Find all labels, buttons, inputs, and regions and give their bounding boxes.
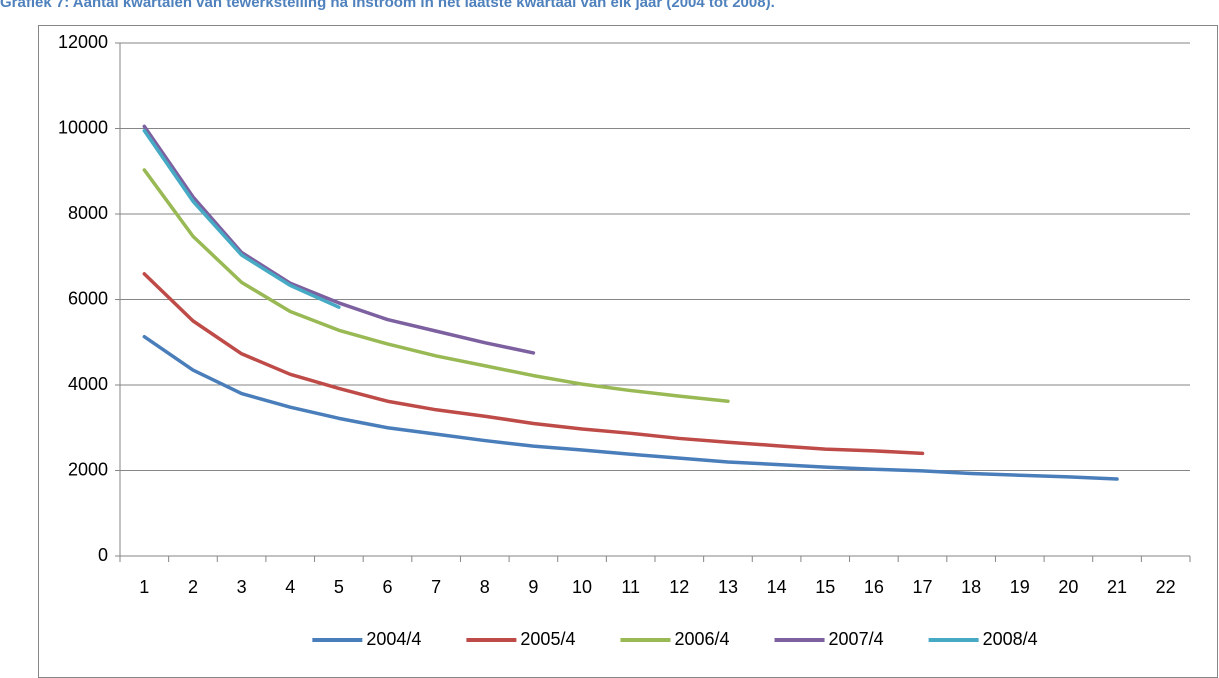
legend-label: 2007/4 <box>829 629 884 649</box>
series-line <box>142 272 925 456</box>
x-tick-label: 8 <box>480 577 490 597</box>
x-tick-label: 9 <box>528 577 538 597</box>
x-tick-label: 17 <box>912 577 932 597</box>
series-line <box>142 128 341 309</box>
y-tick-label: 4000 <box>68 374 108 394</box>
y-tick-label: 0 <box>98 545 108 565</box>
legend-label: 2004/4 <box>366 629 421 649</box>
legend-label: 2008/4 <box>983 629 1038 649</box>
y-tick-label: 2000 <box>68 459 108 479</box>
series-line <box>142 168 730 403</box>
x-tick-label: 4 <box>285 577 295 597</box>
x-tick-label: 3 <box>237 577 247 597</box>
x-tick-label: 5 <box>334 577 344 597</box>
x-tick-label: 22 <box>1156 577 1176 597</box>
series-line <box>142 334 1119 481</box>
x-tick-label: 10 <box>572 577 592 597</box>
x-tick-label: 12 <box>669 577 689 597</box>
x-tick-label: 19 <box>1010 577 1030 597</box>
y-tick-label: 6000 <box>68 288 108 308</box>
chart-title: Grafiek 7: Aantal kwartalen van tewerkst… <box>0 0 775 11</box>
y-tick-label: 10000 <box>58 117 108 137</box>
x-tick-label: 6 <box>382 577 392 597</box>
legend-label: 2006/4 <box>674 629 729 649</box>
x-tick-label: 18 <box>961 577 981 597</box>
series-line <box>142 124 536 355</box>
x-tick-label: 2 <box>188 577 198 597</box>
x-tick-label: 16 <box>864 577 884 597</box>
x-tick-label: 1 <box>139 577 149 597</box>
y-tick-label: 12000 <box>58 32 108 52</box>
x-tick-label: 11 <box>621 577 640 597</box>
y-tick-label: 8000 <box>68 203 108 223</box>
legend-label: 2005/4 <box>520 629 575 649</box>
x-tick-label: 14 <box>767 577 787 597</box>
chart-border <box>38 25 1218 678</box>
x-tick-label: 15 <box>815 577 835 597</box>
x-tick-label: 21 <box>1107 577 1127 597</box>
x-tick-label: 13 <box>718 577 738 597</box>
x-tick-label: 7 <box>431 577 441 597</box>
x-tick-label: 20 <box>1058 577 1078 597</box>
